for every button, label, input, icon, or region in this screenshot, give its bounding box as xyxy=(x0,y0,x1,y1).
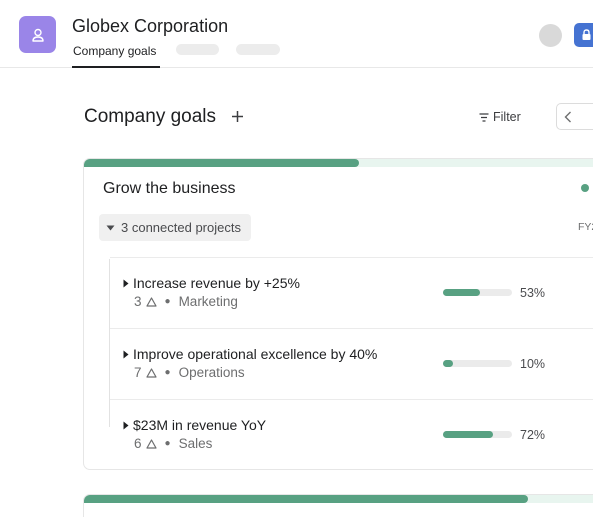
subgoal-row[interactable]: $23M in revenue YoY 6 ● Sales 72% xyxy=(110,399,593,469)
caret-down-icon xyxy=(106,225,115,230)
subgoal-progress-track xyxy=(443,360,512,367)
add-goal-button[interactable] xyxy=(228,106,246,126)
separator-dot: ● xyxy=(164,296,171,307)
filter-icon xyxy=(479,112,489,122)
tab-active-underline xyxy=(72,66,160,68)
tab-company-goals[interactable]: Company goals xyxy=(73,44,157,58)
subgoal-meta: 7 ● Operations xyxy=(134,365,245,380)
goal-progress-track xyxy=(84,495,593,503)
goal-progress-fill xyxy=(84,495,528,503)
subgoal-progress-fill xyxy=(443,289,480,296)
separator-dot: ● xyxy=(164,438,171,449)
caret-right-icon[interactable] xyxy=(123,421,129,430)
triangle-icon xyxy=(145,296,157,307)
subgoal-count: 3 xyxy=(134,294,142,309)
goal-title[interactable]: Grow the business xyxy=(103,180,236,197)
subgoal-count: 6 xyxy=(134,436,142,451)
goal-progress-fill xyxy=(84,159,359,167)
tree-line xyxy=(109,259,110,427)
triangle-icon xyxy=(145,367,157,378)
subgoal-count: 7 xyxy=(134,365,142,380)
person-icon xyxy=(31,28,44,42)
caret-right-icon[interactable] xyxy=(123,350,129,359)
org-avatar[interactable] xyxy=(19,16,56,53)
filter-label: Filter xyxy=(493,110,521,124)
triangle-icon xyxy=(145,438,157,449)
subgoal-team[interactable]: Sales xyxy=(178,436,213,451)
filter-button[interactable]: Filter xyxy=(479,109,521,125)
connected-projects-toggle[interactable]: 3 connected projects xyxy=(99,214,251,241)
subgoal-percent: 72% xyxy=(520,428,546,442)
subgoal-percent: 10% xyxy=(520,357,546,371)
goal-card[interactable]: Grow the business FY2 3 connected projec… xyxy=(83,158,593,470)
chevron-left-icon xyxy=(564,111,571,122)
subgoal-progress-track xyxy=(443,431,512,438)
connected-projects-label: 3 connected projects xyxy=(121,220,241,235)
user-avatar[interactable] xyxy=(539,24,562,47)
subgoal-title-text: Increase revenue by +25% xyxy=(133,275,300,291)
tab-placeholder[interactable] xyxy=(236,44,280,55)
goal-card-next[interactable] xyxy=(83,494,593,517)
plus-icon xyxy=(231,110,243,122)
header: Globex Corporation Company goals xyxy=(0,0,593,68)
subgoal-meta: 6 ● Sales xyxy=(134,436,212,451)
caret-right-icon[interactable] xyxy=(123,279,129,288)
goal-progress-track xyxy=(84,159,593,167)
page-title: Company goals xyxy=(84,106,217,127)
org-title: Globex Corporation xyxy=(72,16,229,36)
subgoal-progress-fill xyxy=(443,431,493,438)
subgoal-title[interactable]: $23M in revenue YoY xyxy=(123,417,266,433)
tab-placeholder[interactable] xyxy=(176,44,219,55)
subgoal-team[interactable]: Marketing xyxy=(178,294,238,309)
subgoal-row[interactable]: Increase revenue by +25% 3 ● Marketing 5… xyxy=(110,257,593,328)
goal-period: FY2 xyxy=(578,221,593,233)
subgoal-progress-track xyxy=(443,289,512,296)
separator-dot: ● xyxy=(164,367,171,378)
subgoal-title-text: $23M in revenue YoY xyxy=(133,417,267,433)
subgoal-meta: 3 ● Marketing xyxy=(134,294,238,309)
subgoal-title[interactable]: Increase revenue by +25% xyxy=(123,275,300,291)
lock-icon xyxy=(582,29,591,40)
share-button[interactable] xyxy=(574,23,593,47)
subgoal-title[interactable]: Improve operational excellence by 40% xyxy=(123,346,377,362)
subgoal-percent: 53% xyxy=(520,286,546,300)
subgoal-title-text: Improve operational excellence by 40% xyxy=(133,346,378,362)
prev-button[interactable] xyxy=(556,103,593,130)
subgoal-team[interactable]: Operations xyxy=(178,365,245,380)
status-dot xyxy=(581,184,589,192)
subgoal-row[interactable]: Improve operational excellence by 40% 7 … xyxy=(110,328,593,399)
subgoal-progress-fill xyxy=(443,360,453,367)
